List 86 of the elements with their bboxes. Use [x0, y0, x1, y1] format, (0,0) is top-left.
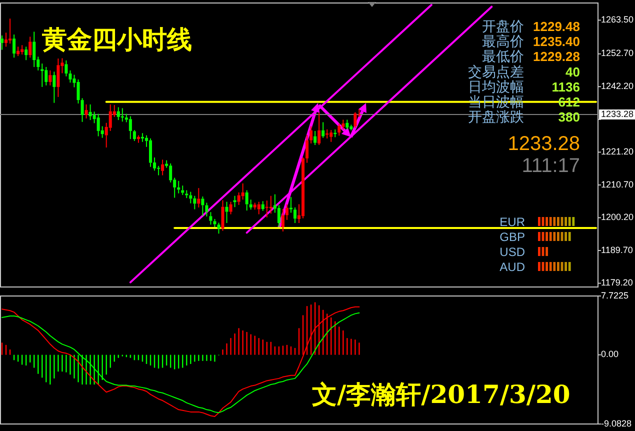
candlestick [161, 159, 164, 176]
y-tick-label: 1221.20 [601, 146, 634, 157]
candlestick [44, 66, 48, 86]
annotation: 1233.28 [508, 133, 580, 155]
candlestick [12, 34, 16, 58]
y-tick-label: 1179.20 [601, 278, 633, 288]
candlestick [322, 122, 325, 138]
annotation: 1136 [552, 79, 580, 94]
candlestick [128, 116, 132, 140]
candlestick [28, 36, 32, 58]
candlestick [354, 112, 357, 128]
ref-line-label: 1233.28 [601, 108, 634, 119]
annotation: AUD [500, 260, 526, 274]
y-tick-label: 1189.70 [601, 244, 633, 255]
candlestick [302, 156, 305, 219]
candlestick [342, 119, 345, 130]
candlestick [225, 201, 228, 224]
y-tick-label: -9.0828 [601, 418, 632, 428]
candlestick [4, 32, 8, 48]
annotation: 最高价 [482, 33, 524, 50]
candlestick [221, 200, 224, 232]
annotation: GBP [500, 230, 525, 244]
candlestick [116, 106, 120, 121]
annotation: 最低价 [482, 48, 524, 64]
y-tick-label: 1252.70 [601, 48, 634, 58]
candlestick [32, 31, 36, 68]
candlestick [257, 201, 260, 215]
candlestick [108, 104, 112, 132]
candlestick [132, 130, 136, 142]
candlestick [237, 192, 240, 206]
candlestick [64, 60, 68, 77]
candlestick [24, 46, 28, 61]
annotation: 1229.48 [533, 19, 580, 34]
candlestick [261, 200, 264, 212]
candlestick [269, 195, 272, 214]
candlestick [277, 204, 280, 228]
annotation: 交易点差 [468, 63, 524, 80]
candlestick [197, 188, 200, 208]
candlestick [217, 222, 220, 234]
candlestick [56, 58, 60, 98]
candlestick [40, 63, 44, 88]
y-tick-label: 1242.20 [601, 81, 634, 92]
candlestick [330, 130, 333, 142]
y-tick-label: 1263.50 [601, 14, 634, 25]
candlestick [233, 195, 236, 208]
candlestick [68, 70, 72, 84]
candlestick [193, 195, 196, 210]
annotation: 开盘价 [482, 18, 524, 34]
candlestick [96, 113, 100, 137]
candlestick [346, 119, 349, 130]
candlestick [205, 202, 208, 217]
annotation: 1229.28 [533, 49, 580, 64]
candlestick [241, 182, 244, 200]
candlestick [84, 104, 88, 119]
y-tick-label: 0.00 [601, 349, 619, 360]
y-tick-label: 1200.20 [601, 212, 634, 222]
annotation: 40 [566, 64, 580, 80]
annotation: 111:17 [522, 155, 580, 177]
text: 黄金四小时线 [41, 25, 192, 54]
candlestick [177, 180, 180, 194]
candlestick [8, 18, 12, 44]
candlestick [136, 134, 140, 144]
candlestick [80, 98, 84, 122]
annotation: USD [500, 245, 526, 259]
candlestick [20, 44, 24, 55]
y-tick-label: 1210.70 [601, 179, 634, 190]
candlestick [310, 126, 313, 144]
candlestick [48, 70, 52, 86]
candlestick [52, 71, 56, 104]
y-tick-label: 7.7225 [601, 290, 629, 300]
candlestick [140, 132, 144, 142]
annotation: 日均波幅 [468, 78, 524, 94]
annotation: 1235.40 [533, 34, 580, 50]
candlestick [306, 134, 309, 164]
annotation: 380 [558, 110, 580, 125]
candlestick [149, 138, 152, 168]
candlestick [88, 104, 92, 121]
candlestick [209, 212, 212, 226]
annotation: EUR [500, 215, 526, 229]
candlestick [229, 201, 232, 215]
candlestick [76, 78, 80, 104]
candlestick [281, 208, 284, 232]
candlestick [318, 112, 321, 146]
annotation: 文/李瀚轩/2017/3/20 [312, 380, 570, 409]
candlestick [0, 34, 4, 50]
candlestick [16, 46, 20, 57]
